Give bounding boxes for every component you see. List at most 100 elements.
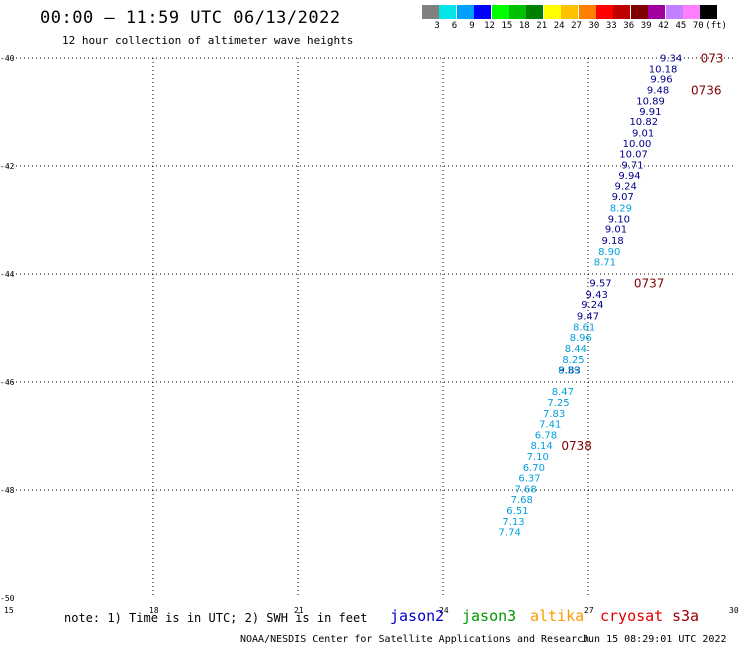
y-tick-label: -50 [0,594,15,603]
y-tick-label: -40 [0,54,15,63]
data-point-label: 8.71 [594,258,616,269]
data-point-label: 10.82 [629,117,658,128]
footer-timestamp: Jun 15 08:29:01 UTC 2022 [582,634,727,645]
time-annotation: 073 [701,51,724,65]
data-point-label: 9.57 [589,279,611,290]
data-point-label: 6.70 [523,463,545,474]
data-point-label: 7.25 [547,398,569,409]
data-point-label: 8.44 [565,344,587,355]
chart-subtitle: 12 hour collection of altimeter wave hei… [62,34,354,47]
colorbar-label: 33 [605,21,617,31]
data-point-label: 7.68 [511,495,533,506]
data-point-label: 9.47 [577,312,599,323]
colorbar-swatch [456,5,474,19]
colorbar-swatch [526,5,544,19]
colorbar-label: (ft) [705,21,727,31]
satellite-jason2: jason2 [390,607,445,625]
y-tick-label: -42 [0,162,15,171]
y-tick-label: -44 [0,270,15,279]
colorbar-label: 9 [469,21,475,31]
colorbar-label: 21 [536,21,548,31]
data-point-label: 8.47 [552,387,574,398]
x-tick-label: 15 [4,606,14,615]
data-point-label: 10.07 [619,150,648,161]
satellite-jason3: jason3 [462,607,517,625]
x-tick-label: 24 [439,606,449,615]
colorbar-swatch [700,5,718,19]
data-point-label: 9.24 [581,300,603,311]
data-point-label: 9.01 [605,225,627,236]
colorbar-label: 3 [434,21,440,31]
colorbar-label: 12 [484,21,495,31]
colorbar-swatch [491,5,509,19]
data-point-label: 8.25 [562,355,584,366]
colorbar-swatch [422,5,439,19]
colorbar-label: 42 [658,21,669,31]
x-tick-label: 30 [729,606,739,615]
colorbar-label: 15 [501,21,513,31]
data-point-label: 9.24 [615,181,637,192]
y-tick-label: -46 [0,378,15,387]
colorbar-swatch [596,5,613,19]
colorbar-swatch [474,5,492,19]
colorbar-swatch [665,5,683,19]
colorbar-swatch [648,5,666,19]
data-point-label: 9.10 [608,214,630,225]
data-point-label: 8.29 [610,204,632,215]
data-point-label: 9.83 [558,366,580,377]
colorbar-swatch [561,5,579,19]
data-point-label: 8.90 [598,247,620,258]
colorbar-label: 6 [451,21,458,31]
data-point-label: 9.07 [612,192,634,203]
data-point-label: 9.01 [632,129,654,140]
data-point-label: 9.18 [602,236,624,247]
colorbar-label: 24 [553,21,565,31]
x-tick-label: 27 [584,606,594,615]
colorbar-swatch [630,5,648,19]
colorbar-label: 45 [675,21,687,31]
colorbar-label: 70 [692,21,704,31]
colorbar-swatch [543,5,561,19]
data-point-label: 7.74 [499,528,521,539]
colorbar-label: 36 [623,21,635,31]
data-point-label: 10.18 [649,64,678,75]
satellite-cryosat: cryosat [600,607,664,625]
colorbar-swatch [509,5,526,19]
chart-title: 00:00 – 11:59 UTC 06/13/2022 [40,8,341,28]
colorbar-swatch [439,5,457,19]
data-point-label: 8.14 [530,441,552,452]
colorbar-swatch [613,5,631,19]
data-point-label: 10.89 [636,97,665,108]
y-tick-label: -48 [0,486,15,495]
data-point-label: 10.00 [623,139,652,150]
colorbar-label: 30 [588,21,600,31]
data-point-label: 7.41 [539,420,561,431]
data-point-label: 7.13 [502,517,524,528]
colorbar-swatch [683,5,700,19]
data-point-label: 8.61 [573,322,595,333]
data-point-label: 9.43 [586,290,608,301]
x-tick-label: 18 [149,606,159,615]
satellite-s3a: s3a [672,607,700,625]
time-annotation: 0737 [634,277,665,291]
colorbar-label: 18 [518,21,530,31]
time-annotation: 0736 [691,83,722,97]
colorbar-label: 39 [640,21,652,31]
data-point-label: 6.37 [518,474,540,485]
data-point-label: 9.96 [650,75,672,86]
footer-note: note: 1) Time is in UTC; 2) SWH is in fe… [64,611,368,625]
data-point-label: 8.96 [570,333,592,344]
data-point-label: 9.94 [618,171,640,182]
data-point-label: 6.51 [506,506,528,517]
data-point-label: 8.59 [558,366,580,377]
data-point-label: 9.34 [660,53,682,64]
colorbar-label: 27 [571,21,582,31]
data-point-label: 9.48 [647,85,669,96]
colorbar-swatch [578,5,596,19]
x-tick-label: 21 [294,606,304,615]
data-point-label: 7.83 [543,409,565,420]
time-annotation: 0738 [561,439,592,453]
data-point-label: 7.10 [527,452,549,463]
data-point-label: 9.71 [621,160,643,171]
